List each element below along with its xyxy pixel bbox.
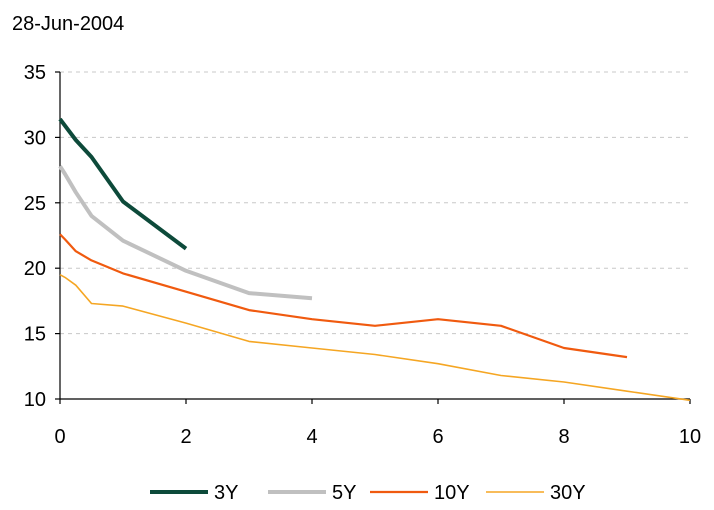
legend-label-5y: 5Y: [332, 482, 356, 504]
y-tick-label-25: 25: [24, 193, 46, 215]
y-tick-label-20: 20: [24, 258, 46, 280]
x-tick-label-2: 2: [180, 426, 191, 448]
series-line-30y: [59, 273, 691, 402]
y-tick-label-35: 35: [24, 62, 46, 84]
y-tick-label-10: 10: [24, 389, 46, 411]
legend-label-10y: 10Y: [434, 482, 470, 504]
y-tick-label-30: 30: [24, 127, 46, 149]
tick-labels: 10 15 20 25 30 35 0 2 4 6 8 10: [24, 62, 701, 448]
x-tick-label-8: 8: [558, 426, 569, 448]
legend-label-30y: 30Y: [550, 482, 586, 504]
series-line-10y: [59, 233, 628, 359]
legend: 3Y 5Y 10Y 30Y: [150, 482, 586, 504]
y-tick-label-15: 15: [24, 324, 46, 346]
chart-title: 28-Jun-2004: [12, 13, 124, 35]
x-tick-label-10: 10: [679, 426, 701, 448]
x-tick-label-6: 6: [432, 426, 443, 448]
legend-label-3y: 3Y: [214, 482, 238, 504]
x-tick-label-4: 4: [306, 426, 317, 448]
series-line-3y: [58, 117, 188, 251]
series-lines: [58, 117, 691, 402]
series-line-5y: [58, 165, 313, 301]
x-tick-label-0: 0: [54, 426, 65, 448]
gridlines: [60, 71, 690, 335]
